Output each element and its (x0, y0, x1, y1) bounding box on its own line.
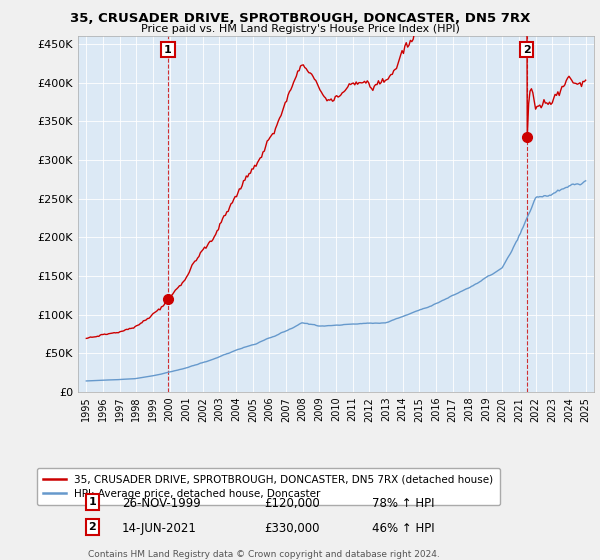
Text: 1: 1 (164, 45, 172, 54)
Text: 1: 1 (88, 497, 96, 507)
Text: 46% ↑ HPI: 46% ↑ HPI (372, 522, 435, 535)
Text: Price paid vs. HM Land Registry's House Price Index (HPI): Price paid vs. HM Land Registry's House … (140, 24, 460, 34)
Text: 2: 2 (523, 45, 530, 54)
Legend: 35, CRUSADER DRIVE, SPROTBROUGH, DONCASTER, DN5 7RX (detached house), HPI: Avera: 35, CRUSADER DRIVE, SPROTBROUGH, DONCAST… (37, 468, 500, 505)
Text: 2: 2 (88, 522, 96, 532)
Text: 35, CRUSADER DRIVE, SPROTBROUGH, DONCASTER, DN5 7RX: 35, CRUSADER DRIVE, SPROTBROUGH, DONCAST… (70, 12, 530, 25)
Text: 14-JUN-2021: 14-JUN-2021 (122, 522, 197, 535)
Text: £330,000: £330,000 (264, 522, 319, 535)
Text: £120,000: £120,000 (264, 497, 320, 510)
Text: Contains HM Land Registry data © Crown copyright and database right 2024.
This d: Contains HM Land Registry data © Crown c… (88, 550, 440, 560)
Text: 26-NOV-1999: 26-NOV-1999 (122, 497, 200, 510)
Text: 78% ↑ HPI: 78% ↑ HPI (372, 497, 434, 510)
